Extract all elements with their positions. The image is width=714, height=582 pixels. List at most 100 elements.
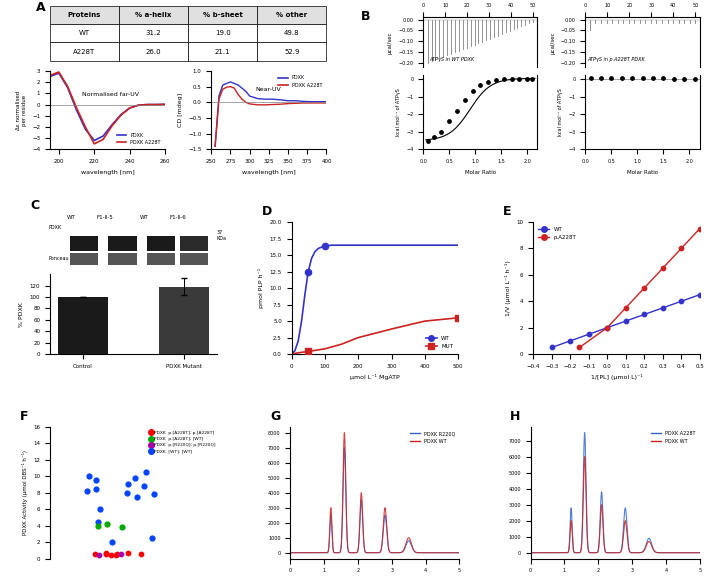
X-axis label: wavelength [nm]: wavelength [nm]	[81, 170, 134, 175]
Bar	[58, 297, 108, 354]
Point	[620, 317, 631, 326]
Y-axis label: kcal mol⁻¹ of ATPγS: kcal mol⁻¹ of ATPγS	[396, 88, 401, 136]
Point	[84, 471, 95, 481]
Point	[616, 73, 628, 83]
Bar	[109, 236, 136, 251]
Text: F1-Ⅱ-5: F1-Ⅱ-5	[96, 215, 114, 219]
Point	[303, 267, 314, 276]
Text: A: A	[36, 1, 46, 14]
Text: F: F	[19, 410, 28, 423]
Y-axis label: CD [mdeg]: CD [mdeg]	[178, 93, 183, 127]
Point	[110, 550, 121, 559]
Y-axis label: kcal mol⁻¹ of ATPγS: kcal mol⁻¹ of ATPγS	[558, 88, 563, 136]
Text: B: B	[361, 10, 370, 23]
Legend: WT, p.A228T: WT, p.A228T	[536, 225, 578, 242]
Point	[638, 310, 650, 319]
Point	[694, 290, 705, 299]
Bar	[146, 253, 175, 265]
Point	[521, 74, 533, 83]
Text: PDXK: PDXK	[49, 225, 61, 229]
Legend: PDXK, PDXK A228T: PDXK, PDXK A228T	[276, 73, 324, 90]
Point	[139, 481, 150, 491]
Point	[513, 74, 525, 83]
Y-axis label: μcal/sec: μcal/sec	[550, 31, 555, 54]
Y-axis label: % PDXK: % PDXK	[19, 301, 24, 327]
Point	[92, 521, 104, 530]
Text: Near-UV: Near-UV	[255, 87, 281, 91]
Point	[648, 73, 659, 83]
Point	[141, 467, 152, 477]
Point	[595, 73, 607, 83]
X-axis label: μmol L⁻¹ MgATP: μmol L⁻¹ MgATP	[350, 374, 400, 381]
Y-axis label: 1/V (μmol L⁻¹ h⁻¹): 1/V (μmol L⁻¹ h⁻¹)	[505, 260, 511, 316]
Point	[91, 484, 102, 493]
Text: D: D	[261, 205, 272, 218]
Point	[423, 136, 434, 146]
Point	[459, 95, 471, 105]
Point	[506, 74, 517, 83]
Text: H: H	[511, 410, 521, 423]
Point	[319, 241, 331, 250]
Point	[626, 73, 638, 83]
Point	[443, 116, 455, 126]
Point	[303, 347, 314, 356]
Point	[491, 75, 502, 84]
Point	[573, 343, 585, 352]
Point	[658, 74, 669, 83]
Point	[583, 329, 594, 339]
Point	[436, 127, 447, 137]
Point	[129, 473, 141, 482]
Point	[620, 303, 631, 313]
Point	[675, 244, 687, 253]
Point	[638, 283, 650, 293]
Point	[91, 475, 102, 485]
Point	[453, 313, 464, 322]
Legend: PDXK  p.[A228T]; p.[A228T], PDXK  p.[A228T]; [WT], PDXK  p.[R220Q]; p.[R220Q], P: PDXK p.[A228T]; p.[A228T], PDXK p.[A228T…	[149, 429, 217, 456]
Point	[585, 73, 596, 83]
Point	[637, 73, 648, 83]
Point	[601, 323, 613, 332]
Bar	[159, 287, 209, 354]
Point	[116, 523, 128, 532]
X-axis label: Molar Ratio: Molar Ratio	[465, 170, 496, 175]
X-axis label: 1/[PL] (μmol L)⁻¹: 1/[PL] (μmol L)⁻¹	[590, 374, 643, 381]
Point	[135, 549, 146, 559]
Point	[605, 73, 617, 83]
Point	[100, 549, 111, 558]
Y-axis label: Δε normalised
per residue: Δε normalised per residue	[16, 91, 26, 130]
Point	[657, 303, 668, 313]
Point	[668, 74, 680, 83]
Point	[148, 489, 159, 499]
Legend: PDXK A228T, PDXK WT: PDXK A228T, PDXK WT	[649, 429, 698, 445]
Bar	[70, 236, 99, 251]
Text: Ponceau: Ponceau	[49, 256, 69, 261]
Y-axis label: PDXK Activity (μmol DBS⁻¹ h⁻¹): PDXK Activity (μmol DBS⁻¹ h⁻¹)	[21, 450, 28, 535]
Point	[146, 534, 158, 543]
Point	[122, 480, 134, 489]
Text: WT: WT	[66, 215, 76, 219]
Legend: PDXK, PDXK A228T: PDXK, PDXK A228T	[115, 131, 163, 147]
Point	[106, 551, 117, 560]
X-axis label: wavelength [nm]: wavelength [nm]	[242, 170, 296, 175]
Point	[121, 488, 133, 498]
Point	[451, 106, 463, 115]
Text: WT: WT	[140, 215, 149, 219]
Point	[101, 519, 112, 528]
Point	[498, 74, 510, 84]
Point	[483, 77, 494, 87]
Point	[601, 323, 613, 332]
Point	[89, 549, 101, 559]
Point	[106, 538, 117, 547]
X-axis label: Molar Ratio: Molar Ratio	[627, 170, 658, 175]
Point	[100, 549, 111, 558]
Point	[678, 74, 690, 83]
Point	[527, 74, 538, 83]
Text: E: E	[503, 205, 512, 218]
Y-axis label: μcal/sec: μcal/sec	[388, 31, 393, 54]
Point	[475, 81, 486, 90]
Point	[657, 264, 668, 273]
Point	[131, 492, 143, 502]
Point	[546, 343, 558, 352]
Point	[428, 133, 439, 142]
Text: ATPγS in p.A228T PDXK: ATPγS in p.A228T PDXK	[588, 57, 645, 62]
